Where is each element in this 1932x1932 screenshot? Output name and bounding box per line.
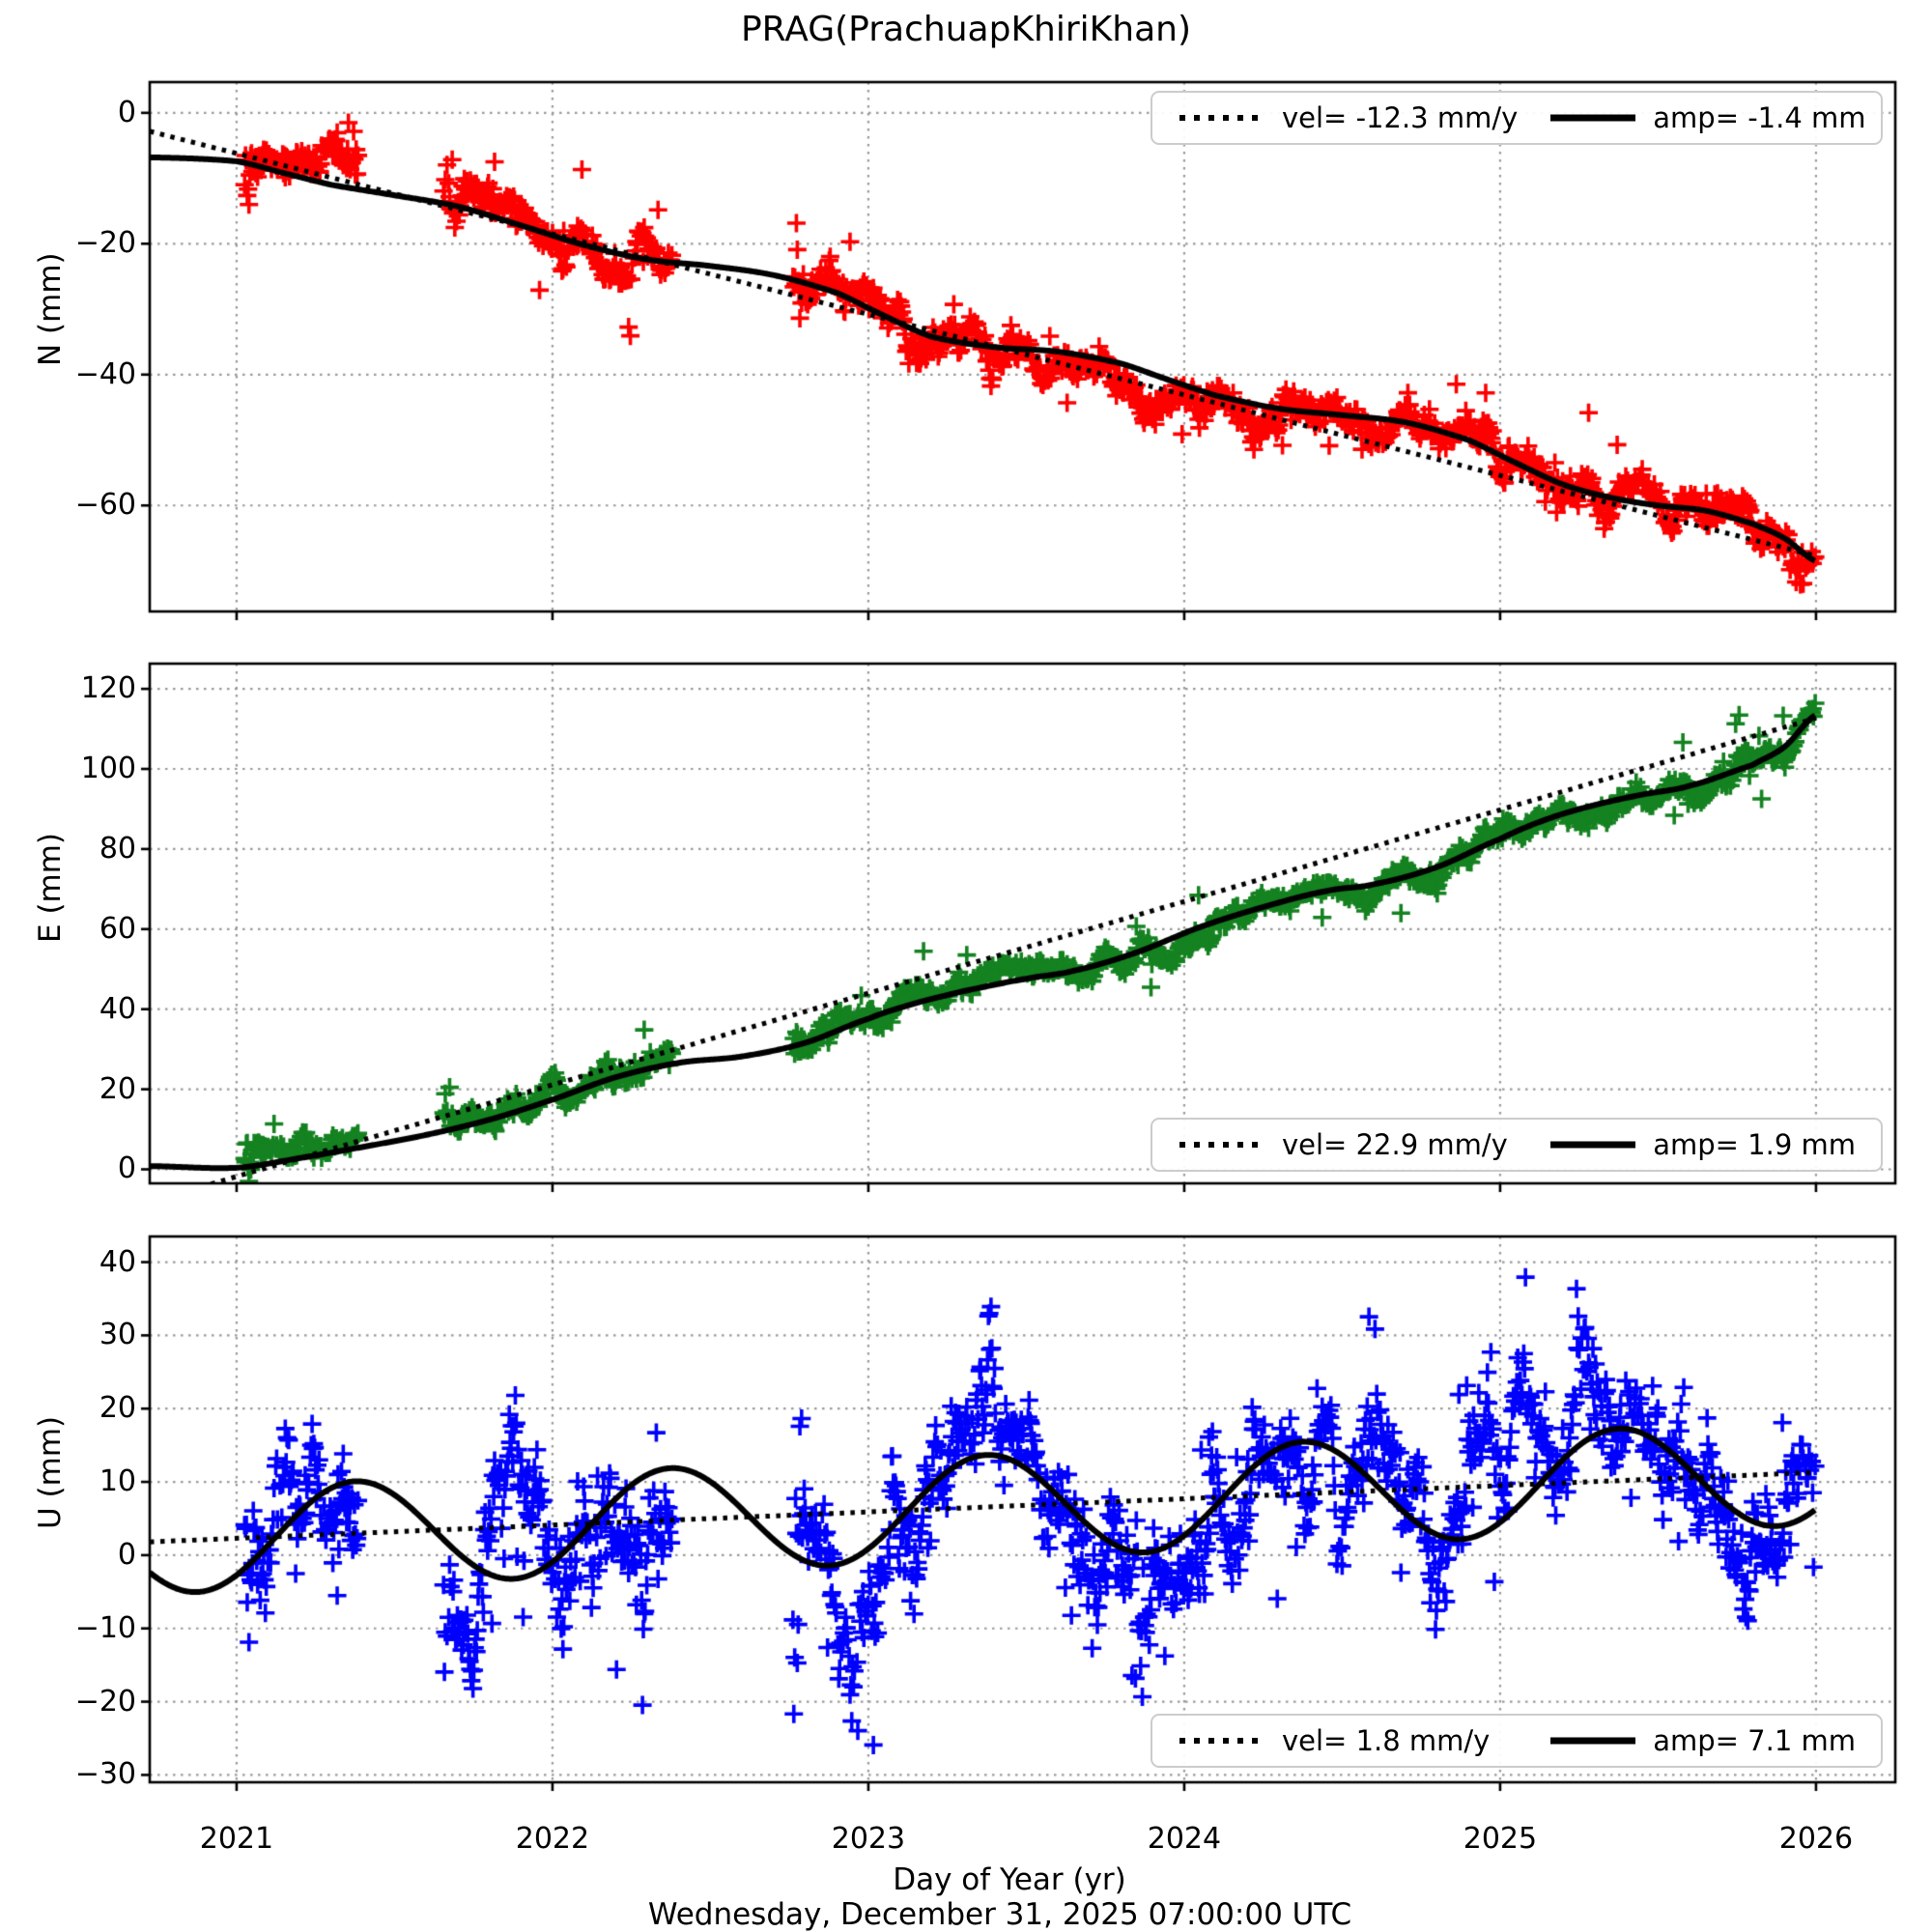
legend-amplitude-label: amp= -1.4 mm [1653, 101, 1866, 134]
y-tick-label: 40 [99, 991, 136, 1026]
y-tick-label: −10 [74, 1610, 136, 1645]
solid-model-sample-icon [1550, 1141, 1636, 1149]
solid-model-sample-icon [1550, 114, 1636, 122]
y-tick-label: 100 [80, 752, 136, 785]
x-tick-label: 2026 [1778, 1822, 1854, 1856]
y-tick-label: 20 [99, 1071, 136, 1106]
legend-velocity-label: vel= -12.3 mm/y [1282, 101, 1519, 134]
x-tick-label: 2022 [515, 1822, 590, 1856]
y-tick-label: 0 [117, 95, 136, 129]
y-tick-label: −20 [74, 226, 136, 261]
legend-amplitude-label: amp= 1.9 mm [1653, 1128, 1856, 1161]
y-tick-label: 0 [117, 1537, 136, 1572]
x-tick-label: 2025 [1463, 1822, 1538, 1856]
x-tick-label: 2021 [199, 1822, 274, 1856]
legend-velocity-label: vel= 1.8 mm/y [1282, 1724, 1491, 1757]
y-tick-label: 120 [80, 671, 136, 706]
legend-up: vel= 1.8 mm/y amp= 7.1 mm [1151, 1714, 1883, 1768]
y-tick-label: 30 [99, 1318, 136, 1352]
dotted-trend-sample-icon [1179, 1142, 1264, 1148]
legend-amplitude-label: amp= 7.1 mm [1653, 1724, 1856, 1757]
x-axis-label: Day of Year (yr) [893, 1862, 1126, 1897]
x-tick-label: 2024 [1147, 1822, 1222, 1856]
y-tick-label: −60 [74, 488, 136, 523]
x-tick-label: 2023 [831, 1822, 906, 1856]
timestamp-caption: Wednesday, December 31, 2025 07:00:00 UT… [647, 1897, 1352, 1932]
figure-title: PRAG(PrachuapKhiriKhan) [740, 10, 1192, 49]
legend-north: vel= -12.3 mm/y amp= -1.4 mm [1151, 91, 1883, 145]
solid-model-sample-icon [1550, 1737, 1636, 1745]
dotted-trend-sample-icon [1179, 115, 1264, 121]
y-tick-label: 0 [117, 1151, 136, 1186]
y-tick-label: 40 [99, 1244, 136, 1279]
y-tick-label: −40 [74, 356, 136, 391]
legend-east: vel= 22.9 mm/y amp= 1.9 mm [1151, 1118, 1883, 1172]
y-tick-label: 10 [99, 1464, 136, 1499]
y-tick-label: 80 [99, 831, 136, 866]
dotted-trend-sample-icon [1179, 1738, 1264, 1744]
y-tick-label: −20 [74, 1684, 136, 1719]
y-tick-label: 60 [99, 911, 136, 946]
y-tick-label: −30 [74, 1757, 136, 1792]
legend-velocity-label: vel= 22.9 mm/y [1282, 1128, 1508, 1161]
y-tick-label: 20 [99, 1391, 136, 1426]
